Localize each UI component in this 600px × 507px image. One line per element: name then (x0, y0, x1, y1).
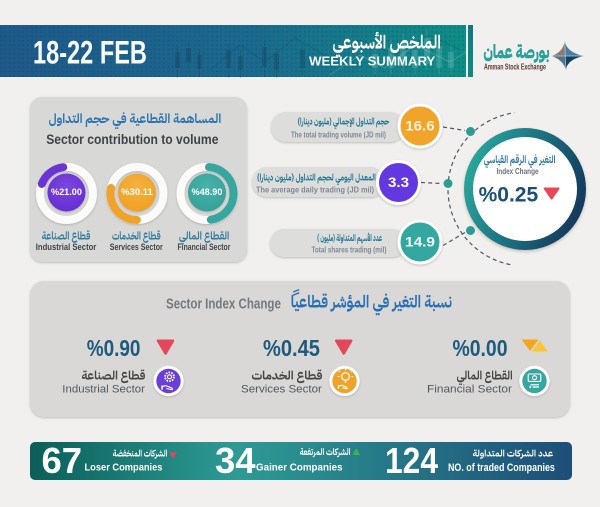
svg-text:Loser Companies: Loser Companies (85, 462, 164, 473)
svg-text:%0.25: %0.25 (479, 184, 539, 207)
svg-text:Index Change: Index Change (497, 166, 539, 176)
svg-text:%0.90: %0.90 (87, 336, 141, 361)
svg-text:Industrial Sector: Industrial Sector (62, 384, 145, 396)
svg-text:Total shares trading (mil): Total shares trading (mil) (312, 245, 387, 255)
svg-text:WEEKLY SUMMARY: WEEKLY SUMMARY (309, 54, 435, 69)
svg-text:Services Sector: Services Sector (110, 242, 163, 252)
svg-text:Amman Stock Exchange: Amman Stock Exchange (484, 64, 546, 72)
svg-text:Sector Index Change: Sector Index Change (166, 295, 281, 312)
svg-text:Financial Sector: Financial Sector (427, 384, 512, 396)
svg-text:16.6: 16.6 (405, 119, 435, 134)
svg-text:Sector contribution to volume: Sector contribution to volume (46, 131, 218, 147)
svg-text:NO. of traded Companies: NO. of traded Companies (448, 462, 555, 474)
svg-text:67: 67 (42, 440, 83, 481)
svg-text:%21.00: %21.00 (51, 187, 82, 197)
svg-text:%0.00: %0.00 (453, 335, 508, 361)
svg-text:Industrial Sector: Industrial Sector (36, 243, 97, 253)
svg-text:The average daily trading (JD: The average daily trading (JD mil) (256, 185, 374, 194)
svg-text:Financial Sector: Financial Sector (178, 242, 231, 252)
svg-text:14.9: 14.9 (405, 235, 435, 250)
svg-text:124: 124 (385, 441, 438, 482)
svg-text:3.3: 3.3 (388, 176, 409, 191)
svg-text:%48.90: %48.90 (192, 187, 223, 197)
svg-text:34: 34 (215, 440, 256, 481)
svg-text:18-22 FEB: 18-22 FEB (33, 35, 147, 70)
svg-text:Services Sector: Services Sector (241, 384, 322, 396)
svg-text:Gainer Companies: Gainer Companies (256, 462, 343, 473)
svg-text:%30.11: %30.11 (121, 187, 153, 198)
svg-text:The total trading volume (JD m: The total trading volume (JD mil) (291, 130, 386, 140)
svg-text:%0.45: %0.45 (263, 335, 320, 362)
